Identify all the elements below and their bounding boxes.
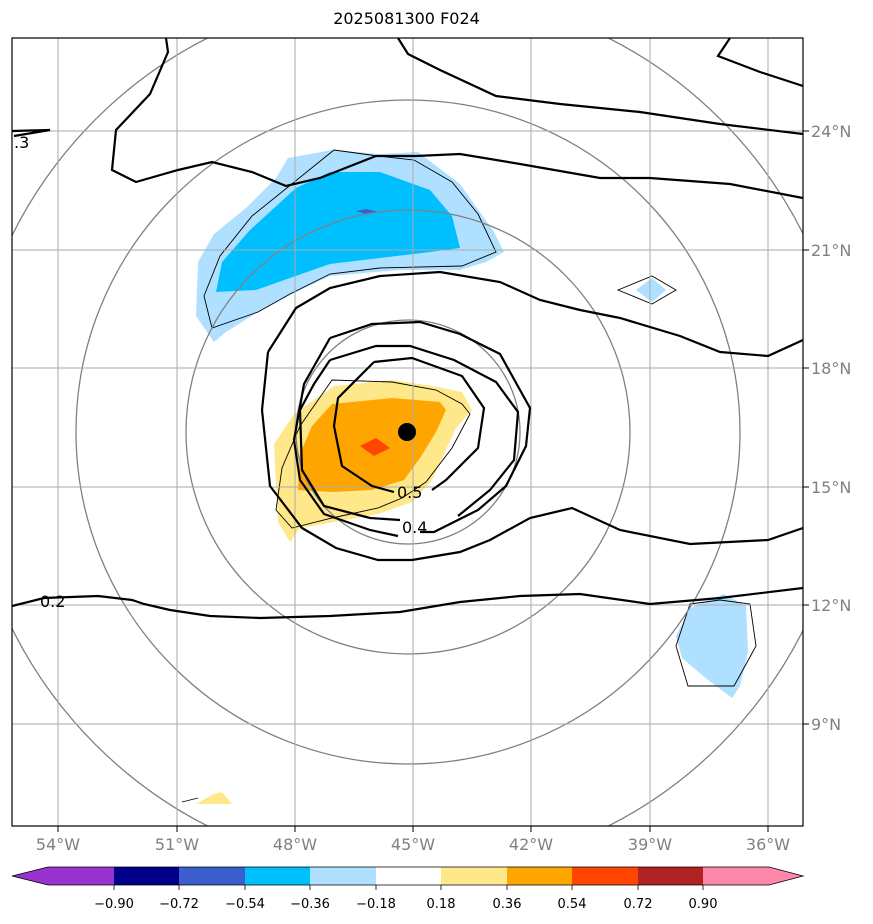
lon-tick-label: 42°W [509, 835, 553, 854]
colorbar-tick-label: 0.18 [427, 897, 456, 912]
colorbar-swatch [376, 867, 441, 885]
lon-tick-label: 51°W [155, 835, 199, 854]
colorbar-swatch [179, 867, 245, 885]
colorbar-tick-label: 0.36 [493, 897, 522, 912]
lat-tick-label: 9°N [811, 715, 841, 734]
colorbar-swatch [703, 867, 769, 885]
colorbar-outline [11, 866, 805, 886]
lat-tick-labels: 24°N 21°N 18°N 15°N 12°N 9°N [811, 122, 851, 734]
colorbar-swatch [48, 867, 114, 885]
lon-tick-label: 45°W [391, 835, 435, 854]
positive-shading-dark [360, 438, 390, 456]
storm-center-marker [398, 423, 416, 441]
colorbar-tick-label: 0.54 [558, 897, 587, 912]
thick-contours [12, 38, 803, 620]
colorbar-tick-label: −0.18 [356, 897, 396, 912]
lat-tick-label: 21°N [811, 241, 851, 260]
lon-tick-label: 36°W [746, 835, 790, 854]
colorbar-swatch [507, 867, 572, 885]
contour-label-04: 0.4 [402, 518, 427, 537]
lon-axis [57, 826, 769, 832]
contour-labels: 0.5 0.4 0.2 .3 [14, 133, 427, 611]
chart-title: 2025081300 F024 [333, 9, 480, 28]
colorbar-swatch [572, 867, 638, 885]
colorbar-extend-right [769, 867, 803, 885]
contour-label-02: 0.2 [40, 592, 65, 611]
colorbar-tick-label: −0.54 [225, 897, 265, 912]
colorbar-tick-label: −0.90 [94, 897, 134, 912]
lon-tick-labels: 54°W 51°W 48°W 45°W 42°W 39°W 36°W [36, 835, 790, 854]
negative-shading-small [636, 278, 666, 302]
negative-shading-mid [216, 172, 460, 292]
colorbar-tick-label: −0.36 [290, 897, 330, 912]
colorbar-tick-label: 0.90 [689, 897, 718, 912]
negative-shading-southeast [676, 594, 748, 698]
thin-contours [181, 149, 757, 803]
shading-layer [196, 150, 748, 804]
colorbar-tick-label: 0.72 [624, 897, 653, 912]
colorbar: −0.90 −0.72 −0.54 −0.36 −0.18 0.18 0.36 … [11, 866, 805, 912]
plot-frame [11, 37, 804, 827]
colorbar-swatch [441, 867, 507, 885]
colorbar-swatch [245, 867, 310, 885]
lon-tick-label: 48°W [273, 835, 317, 854]
lat-axis [803, 130, 809, 725]
lat-tick-label: 12°N [811, 596, 851, 615]
colorbar-swatch [114, 867, 179, 885]
lat-tick-label: 18°N [811, 359, 851, 378]
colorbar-swatch [310, 867, 376, 885]
colorbar-tick-label: −0.72 [159, 897, 199, 912]
positive-shading-south [196, 792, 232, 804]
colorbar-swatch [638, 867, 703, 885]
contour-label-03: .3 [14, 133, 29, 152]
contour-label-05: 0.5 [397, 483, 422, 502]
lat-tick-label: 15°N [811, 478, 851, 497]
lon-tick-label: 39°W [628, 835, 672, 854]
lat-tick-label: 24°N [811, 122, 851, 141]
colorbar-extend-left [12, 867, 48, 885]
lon-tick-label: 54°W [36, 835, 80, 854]
